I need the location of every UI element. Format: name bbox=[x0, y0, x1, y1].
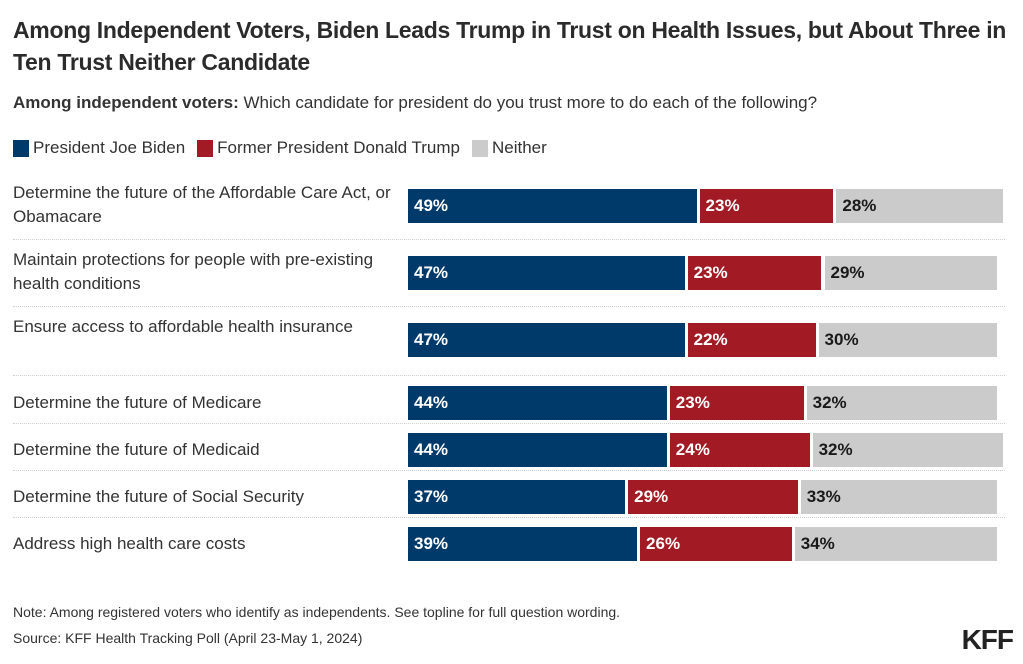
legend: President Joe Biden Former President Don… bbox=[13, 138, 559, 158]
legend-swatch-neither bbox=[471, 139, 488, 157]
category-label: Determine the future of Medicare bbox=[13, 393, 262, 412]
data-label: 47% bbox=[414, 330, 449, 349]
row-divider bbox=[13, 517, 1005, 518]
category-label: Determine the future of Social Security bbox=[13, 487, 305, 506]
data-label: 32% bbox=[818, 440, 853, 459]
data-label: 28% bbox=[842, 196, 877, 215]
chart-subtitle: Among independent voters: Which candidat… bbox=[13, 93, 817, 113]
legend-label-neither: Neither bbox=[491, 138, 547, 157]
category-label: Determine the future of Medicaid bbox=[13, 440, 260, 459]
legend-swatch-trump bbox=[197, 139, 214, 157]
chart-title: Among Independent Voters, Biden Leads Tr… bbox=[13, 17, 1007, 75]
subtitle-text: Which candidate for president do you tru… bbox=[238, 93, 818, 112]
chart-row: Address high health care costs 39% 26% 34% bbox=[13, 523, 1005, 570]
data-label: 49% bbox=[414, 196, 449, 215]
data-label: 26% bbox=[646, 534, 681, 553]
kff-logo: KFF bbox=[961, 624, 1014, 655]
data-label: 23% bbox=[675, 393, 710, 412]
source-note: Source: KFF Health Tracking Poll (April … bbox=[13, 630, 363, 646]
bar-segment-trump: 24% bbox=[669, 433, 810, 467]
subtitle-bold: Among independent voters: bbox=[13, 93, 239, 112]
chart-row: Determine the future of Social Security 3… bbox=[13, 476, 1005, 523]
data-label: 23% bbox=[693, 263, 728, 282]
chart-row: Determine the future of Medicaid 44% 24% 32… bbox=[13, 429, 1005, 476]
data-label: 34% bbox=[800, 534, 835, 553]
legend-swatch-biden bbox=[13, 139, 29, 157]
data-label: 22% bbox=[693, 330, 728, 349]
bar-segment-biden: 44% bbox=[408, 433, 667, 467]
legend-label-trump: Former President Donald Trump bbox=[217, 138, 460, 157]
chart-row: Determine the future of Medicare 44% 23% 32… bbox=[13, 382, 1005, 429]
data-label: 37% bbox=[414, 487, 449, 506]
bar-segment-trump: 23% bbox=[669, 386, 804, 420]
category-label: Determine the future of the Affordable C… bbox=[13, 183, 391, 226]
bar-segment-biden: 47% bbox=[408, 323, 685, 357]
bar-segment-neither: 29% bbox=[824, 256, 998, 290]
row-divider bbox=[13, 306, 1005, 307]
data-label: 29% bbox=[830, 263, 865, 282]
bar-segment-biden: 49% bbox=[408, 189, 697, 223]
row-divider bbox=[13, 470, 1005, 471]
bar-segment-neither: 28% bbox=[836, 189, 1003, 223]
data-label: 32% bbox=[812, 393, 847, 412]
data-label: 29% bbox=[634, 487, 669, 506]
category-label: Address high health care costs bbox=[13, 534, 246, 553]
legend-item-trump: Former President Donald Trump bbox=[197, 138, 460, 158]
row-divider bbox=[13, 423, 1005, 424]
data-label: 44% bbox=[414, 440, 449, 459]
category-label: Maintain protections for people with pre… bbox=[13, 250, 374, 293]
data-label: 47% bbox=[414, 263, 449, 282]
row-divider bbox=[13, 239, 1005, 240]
bar-segment-biden: 47% bbox=[408, 256, 685, 290]
bar-segment-neither: 32% bbox=[812, 433, 1003, 467]
bar-segment-trump: 26% bbox=[640, 527, 792, 561]
legend-item-biden: President Joe Biden bbox=[13, 138, 185, 158]
bar-segment-trump: 23% bbox=[687, 256, 822, 290]
category-label: Ensure access to affordable health insur… bbox=[13, 317, 353, 336]
legend-label-biden: President Joe Biden bbox=[33, 138, 186, 157]
bar-segment-trump: 29% bbox=[628, 480, 798, 514]
data-label: 30% bbox=[824, 330, 859, 349]
legend-item-neither: Neither bbox=[471, 138, 547, 158]
data-label: 39% bbox=[414, 534, 449, 553]
bar-segment-neither: 34% bbox=[794, 527, 998, 561]
bar-segment-trump: 23% bbox=[699, 189, 834, 223]
bar-segment-biden: 37% bbox=[408, 480, 626, 514]
bar-segment-neither: 32% bbox=[806, 386, 998, 420]
bar-segment-neither: 30% bbox=[818, 323, 998, 357]
data-label: 24% bbox=[675, 440, 710, 459]
chart-row: Determine the future of the Affordable C… bbox=[13, 178, 1005, 245]
data-label: 23% bbox=[705, 196, 740, 215]
bar-segment-biden: 44% bbox=[408, 386, 667, 420]
bar-segment-biden: 39% bbox=[408, 527, 638, 561]
row-divider bbox=[13, 375, 1005, 376]
bar-segment-neither: 33% bbox=[800, 480, 998, 514]
chart-row: Ensure access to affordable health insur… bbox=[13, 312, 1005, 382]
chart-row: Maintain protections for people with pre… bbox=[13, 245, 1005, 312]
bar-segment-trump: 22% bbox=[687, 323, 816, 357]
data-label: 44% bbox=[414, 393, 449, 412]
footnote: Note: Among registered voters who identi… bbox=[13, 604, 621, 620]
data-label: 33% bbox=[806, 487, 841, 506]
